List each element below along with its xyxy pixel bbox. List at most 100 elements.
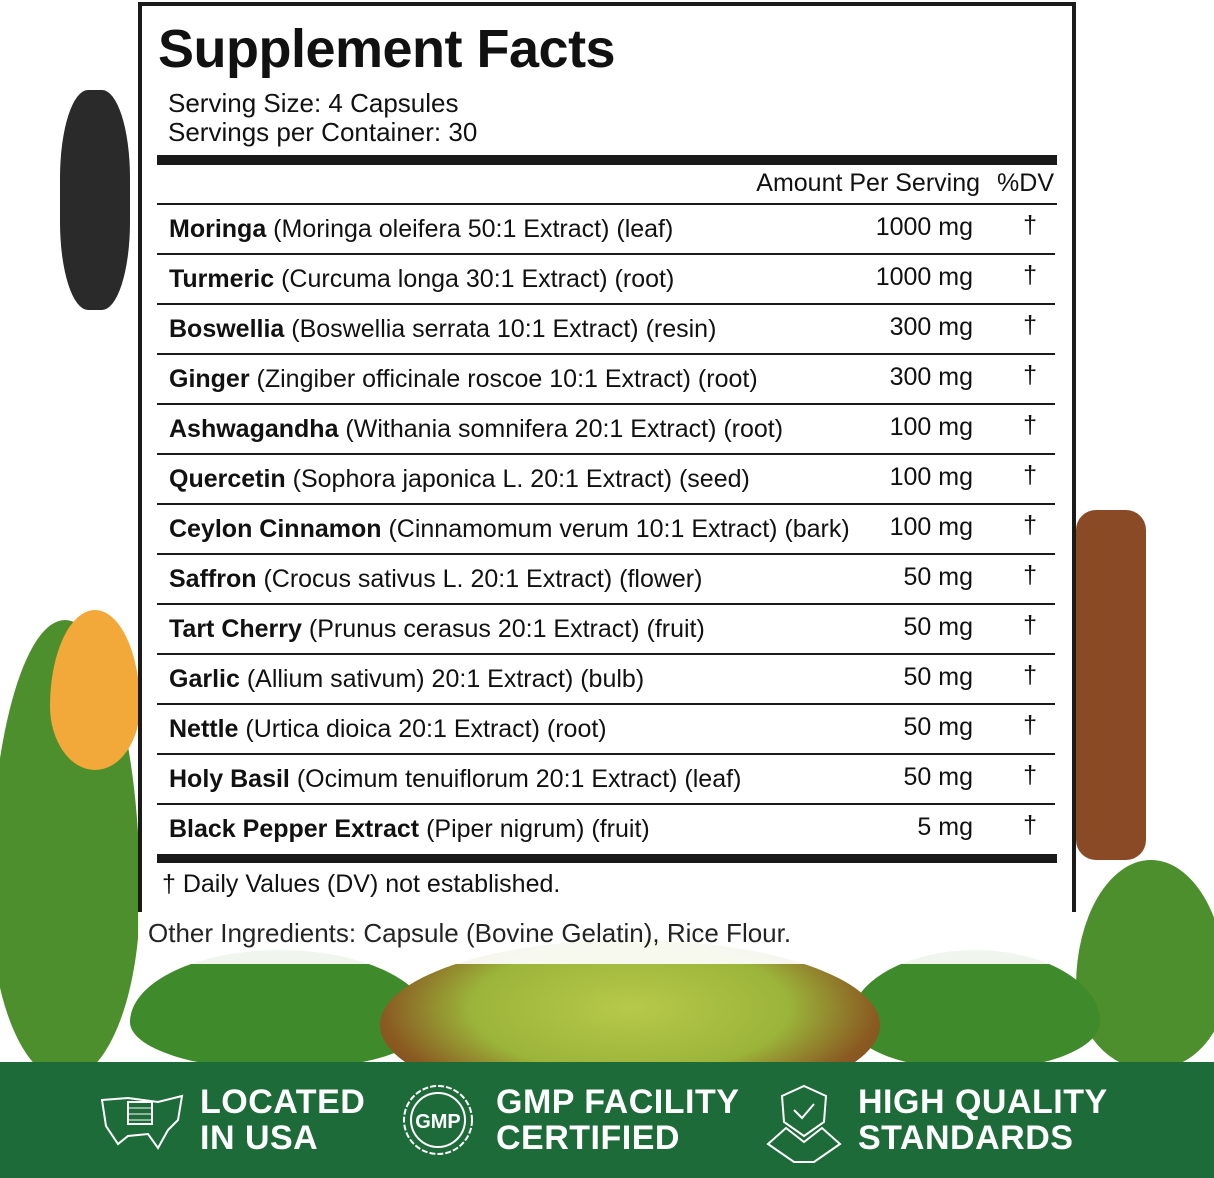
ingredient-dv: † (1023, 661, 1037, 689)
ingredient-detail: (Curcuma longa 30:1 Extract) (root) (274, 265, 675, 293)
supplement-facts-label: Supplement Facts Serving Size: 4 Capsule… (138, 2, 1076, 912)
dv-header: %DV (997, 169, 1054, 197)
ingredient-dv: † (1023, 311, 1037, 339)
ingredient-common-name: Nettle (169, 715, 239, 743)
shield-handshake-icon (766, 1084, 842, 1163)
ingredient-common-name: Quercetin (169, 465, 286, 493)
ingredient-row: Ashwagandha (Withania somnifera 20:1 Ext… (157, 405, 1055, 455)
ingredient-dv: † (1023, 711, 1037, 739)
ingredient-detail: (Cinnamomum verum 10:1 Extract) (bark) (381, 515, 850, 543)
ingredient-amount: 50 mg (903, 763, 973, 791)
ingredient-detail: (Piper nigrum) (fruit) (419, 815, 650, 843)
ingredient-detail: (Boswellia serrata 10:1 Extract) (resin) (284, 315, 717, 343)
badge-line1: HIGH QUALITY (858, 1083, 1108, 1121)
ingredient-name: Saffron (Crocus sativus L. 20:1 Extract)… (169, 565, 702, 594)
ingredient-common-name: Turmeric (169, 265, 275, 293)
ingredient-common-name: Boswellia (169, 315, 285, 343)
badge-line2: CERTIFIED (496, 1119, 680, 1157)
ingredient-row: Ginger (Zingiber officinale roscoe 10:1 … (157, 355, 1055, 405)
ingredient-dv: † (1023, 811, 1037, 839)
ingredient-common-name: Holy Basil (169, 765, 290, 793)
amount-header: Amount Per Serving (756, 169, 980, 197)
ingredient-detail: (Sophora japonica L. 20:1 Extract) (seed… (285, 465, 750, 493)
ingredient-amount: 50 mg (903, 713, 973, 741)
badge-line2: STANDARDS (858, 1119, 1074, 1157)
ingredient-dv: † (1023, 561, 1037, 589)
ingredient-name: Boswellia (Boswellia serrata 10:1 Extrac… (169, 315, 716, 344)
badge-line1: LOCATED (200, 1083, 366, 1121)
ingredient-common-name: Garlic (169, 665, 240, 693)
ingredient-detail: (Urtica dioica 20:1 Extract) (root) (238, 715, 607, 743)
badge-located-in-usa: LOCATED IN USA (200, 1084, 365, 1156)
ingredient-detail: (Withania somnifera 20:1 Extract) (root) (338, 415, 784, 443)
ingredient-common-name: Tart Cherry (169, 615, 302, 643)
ingredient-dv: † (1023, 361, 1037, 389)
ingredient-amount: 300 mg (889, 363, 973, 391)
usa-map-flag-icon (100, 1094, 184, 1150)
ingredient-amount: 100 mg (889, 413, 973, 441)
gmp-seal-icon: GMP (403, 1085, 473, 1155)
badge-line1: GMP FACILITY (496, 1083, 740, 1121)
ingredient-row: Quercetin (Sophora japonica L. 20:1 Extr… (157, 455, 1055, 505)
ingredient-detail: (Zingiber officinale roscoe 10:1 Extract… (249, 365, 758, 393)
ingredient-detail: (Allium sativum) 20:1 Extract) (bulb) (239, 665, 645, 693)
badge-line2: IN USA (200, 1119, 319, 1157)
ingredient-detail: (Ocimum tenuiflorum 20:1 Extract) (leaf) (289, 765, 742, 793)
ingredient-row: Black Pepper Extract (Piper nigrum) (fru… (157, 805, 1055, 855)
badge-high-quality: HIGH QUALITY STANDARDS (858, 1084, 1108, 1156)
ingredient-common-name: Ceylon Cinnamon (169, 515, 382, 543)
ingredient-name: Holy Basil (Ocimum tenuiflorum 20:1 Extr… (169, 765, 741, 794)
ingredient-row: Tart Cherry (Prunus cerasus 20:1 Extract… (157, 605, 1055, 655)
ingredient-row: Saffron (Crocus sativus L. 20:1 Extract)… (157, 555, 1055, 605)
ingredient-amount: 100 mg (889, 513, 973, 541)
moringa-leaves-image-right (1076, 860, 1214, 1070)
ingredient-dv: † (1023, 511, 1037, 539)
ingredient-name: Moringa (Moringa oleifera 50:1 Extract) … (169, 215, 673, 244)
ingredient-detail: (Moringa oleifera 50:1 Extract) (leaf) (266, 215, 674, 243)
ingredient-amount: 5 mg (917, 813, 973, 841)
ingredient-common-name: Ginger (169, 365, 250, 393)
ingredient-amount: 50 mg (903, 613, 973, 641)
ingredient-dv: † (1023, 461, 1037, 489)
thick-divider (157, 155, 1057, 165)
ingredient-row: Ceylon Cinnamon (Cinnamomum verum 10:1 E… (157, 505, 1055, 555)
ingredient-name: Ceylon Cinnamon (Cinnamomum verum 10:1 E… (169, 515, 850, 544)
ingredient-amount: 50 mg (903, 663, 973, 691)
ingredient-dv: † (1023, 411, 1037, 439)
other-ingredients: Other Ingredients: Capsule (Bovine Gelat… (138, 912, 1076, 964)
moringa-leaves-bottom-right (850, 950, 1100, 1070)
ingredient-common-name: Moringa (169, 215, 267, 243)
ingredient-name: Black Pepper Extract (Piper nigrum) (fru… (169, 815, 650, 844)
ingredient-row: Nettle (Urtica dioica 20:1 Extract) (roo… (157, 705, 1055, 755)
ingredient-dv: † (1023, 611, 1037, 639)
ingredient-row: Boswellia (Boswellia serrata 10:1 Extrac… (157, 305, 1055, 355)
thick-divider-bottom (157, 854, 1057, 863)
ingredient-name: Garlic (Allium sativum) 20:1 Extract) (b… (169, 665, 644, 694)
ingredient-row: Holy Basil (Ocimum tenuiflorum 20:1 Extr… (157, 755, 1055, 805)
ingredient-amount: 1000 mg (875, 213, 973, 241)
moringa-leaves-bottom (130, 950, 430, 1070)
ingredient-amount: 1000 mg (875, 263, 973, 291)
ingredient-common-name: Black Pepper Extract (169, 815, 420, 843)
ingredient-name: Ginger (Zingiber officinale roscoe 10:1 … (169, 365, 758, 394)
ingredient-amount: 300 mg (889, 313, 973, 341)
ingredient-name: Turmeric (Curcuma longa 30:1 Extract) (r… (169, 265, 674, 294)
ingredient-common-name: Saffron (169, 565, 257, 593)
ginger-image (50, 610, 140, 770)
label-title: Supplement Facts (158, 19, 616, 79)
dv-footnote: † Daily Values (DV) not established. (162, 870, 561, 898)
ingredient-common-name: Ashwagandha (169, 415, 339, 443)
ingredient-name: Nettle (Urtica dioica 20:1 Extract) (roo… (169, 715, 607, 744)
badge-gmp-certified: GMP FACILITY CERTIFIED (496, 1084, 739, 1156)
serving-size: Serving Size: 4 Capsules (168, 88, 459, 118)
cinnamon-image (1076, 510, 1146, 860)
header-divider (157, 203, 1057, 205)
gmp-seal-text: GMP (415, 1111, 461, 1133)
servings-per-container: Servings per Container: 30 (168, 117, 478, 147)
ingredient-detail: (Prunus cerasus 20:1 Extract) (fruit) (301, 615, 705, 643)
ingredient-row: Turmeric (Curcuma longa 30:1 Extract) (r… (157, 255, 1055, 305)
ingredient-name: Ashwagandha (Withania somnifera 20:1 Ext… (169, 415, 783, 444)
trust-banner: LOCATED IN USA GMP GMP FACILITY CERTIFIED … (0, 1062, 1214, 1178)
ingredient-dv: † (1023, 211, 1037, 239)
ingredient-dv: † (1023, 761, 1037, 789)
